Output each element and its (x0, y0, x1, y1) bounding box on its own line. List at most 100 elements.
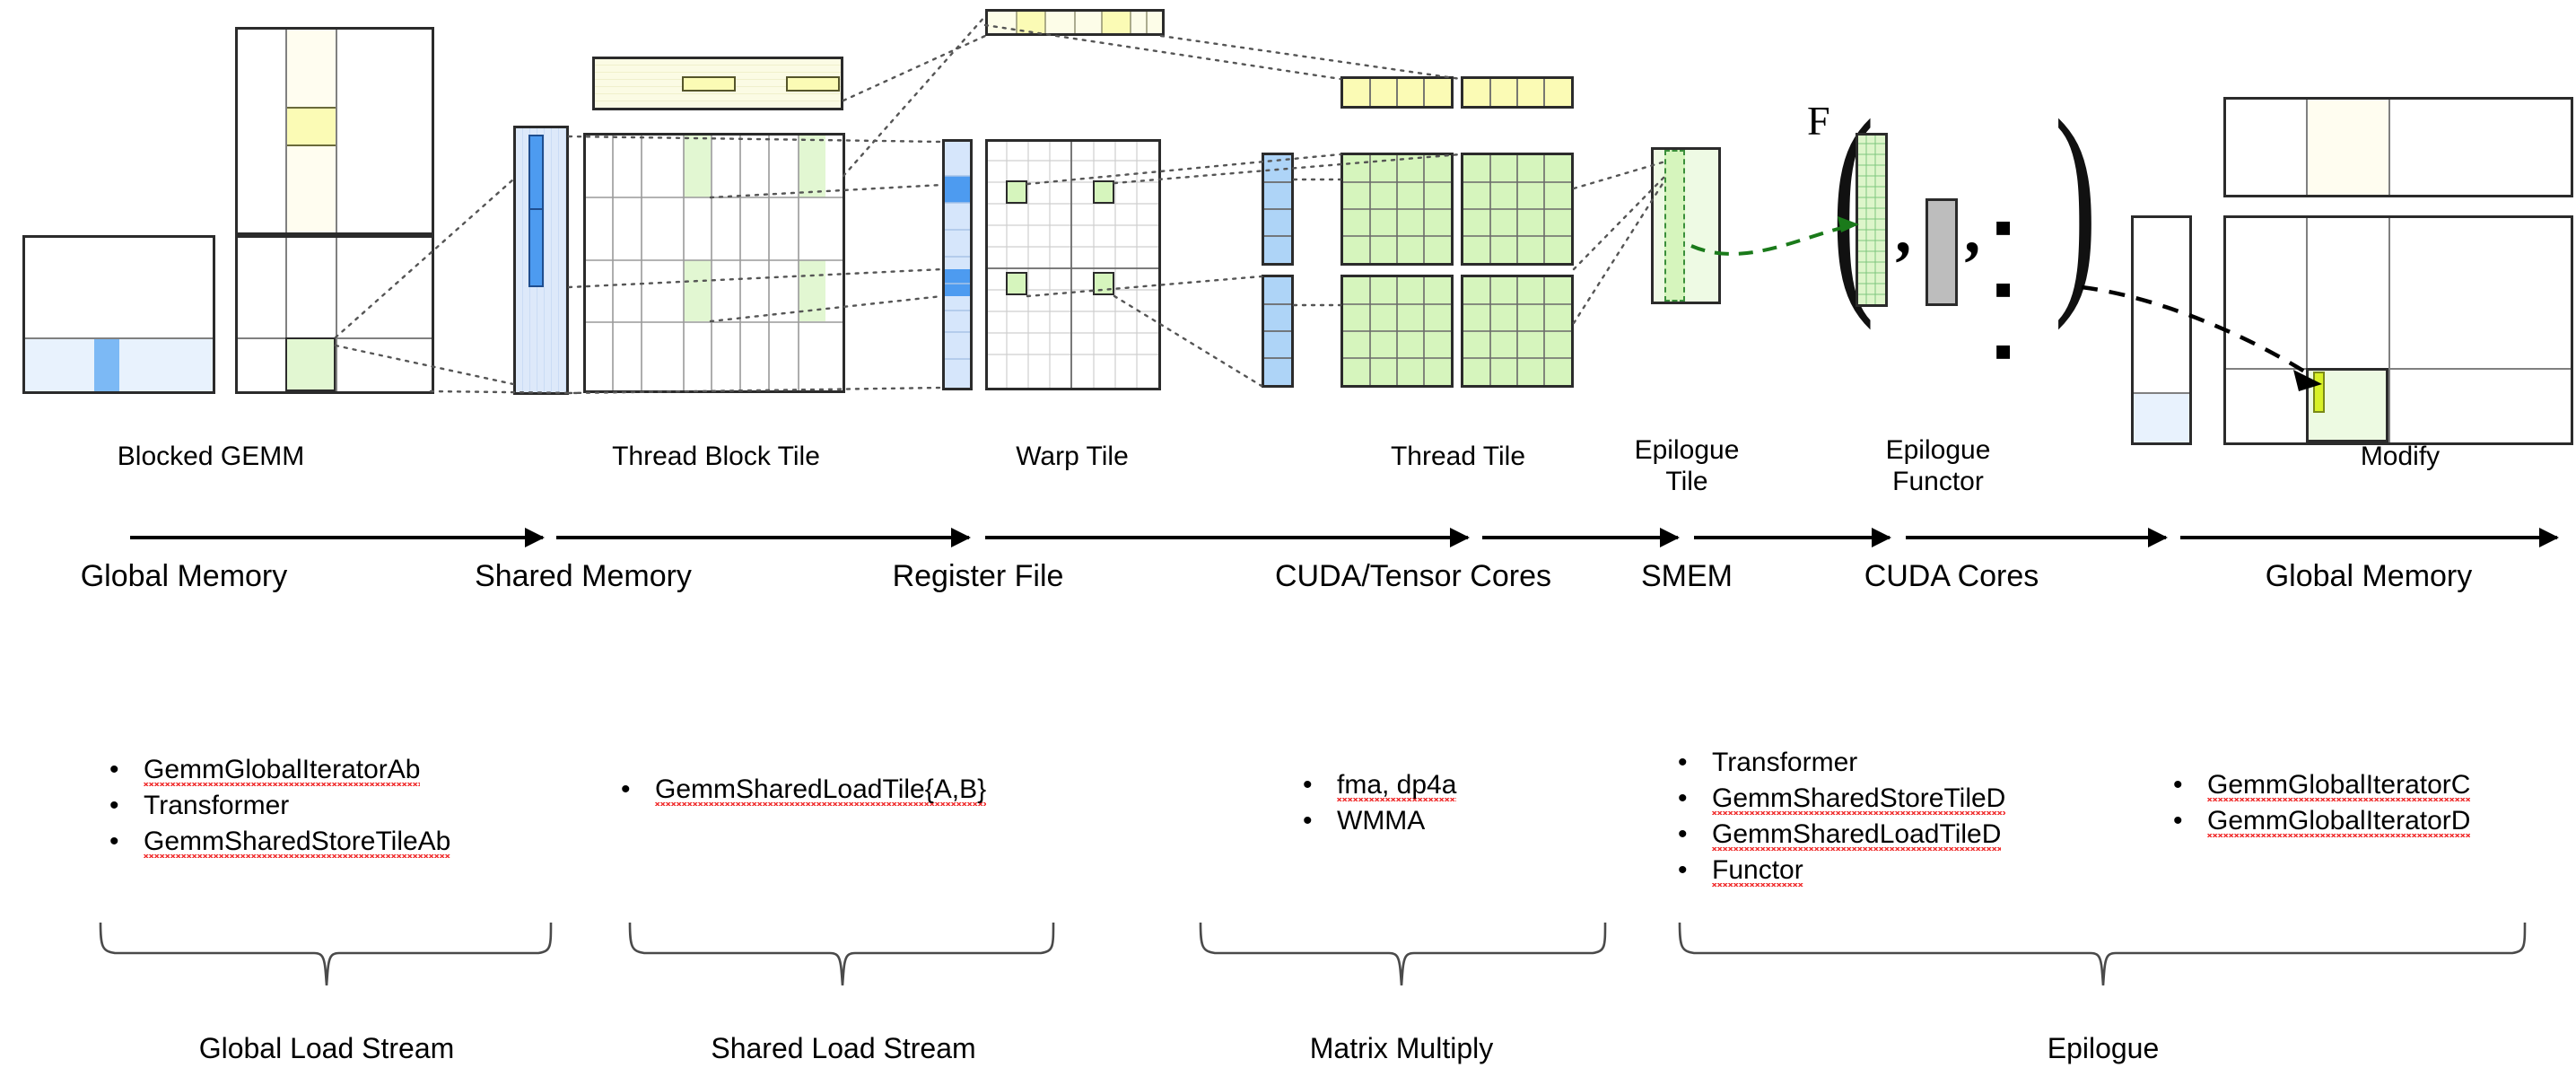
tbt-grid-lines (586, 136, 843, 390)
warp-b-strip-lines (1016, 12, 1148, 33)
warp-thread-tile-4 (1093, 272, 1114, 295)
group-label-global-load-stream: Global Load Stream (198, 1032, 455, 1064)
matrix-a-tile (94, 338, 119, 391)
list-item: GemmGlobalIteratorAb (109, 752, 450, 788)
modify-b-divider-1 (2306, 100, 2308, 195)
warp-thread-tile-3 (1006, 272, 1027, 295)
memory-arrow-4 (1482, 528, 1680, 547)
list-item: GemmGlobalIteratorC (2173, 767, 2471, 803)
matrix-c-tile (285, 337, 336, 391)
memory-arrow-5 (1694, 528, 1891, 547)
modify-b-matrix (2223, 97, 2573, 197)
component-name: GemmGlobalIteratorAb (144, 755, 421, 784)
tbt-b-fragment-left (682, 76, 736, 92)
group-label-shared-load-stream: Shared Load Stream (711, 1032, 976, 1064)
matrix-b-divider-2 (336, 30, 337, 232)
stage-label-warp-tile: Warp Tile (1016, 442, 1129, 471)
grouping-braces (99, 922, 2527, 986)
warp-a-frag-1 (945, 176, 970, 203)
component-list-shared-load-stream: GemmSharedLoadTile{A,B} (621, 772, 987, 808)
component-name: GemmGlobalIteratorD (2207, 805, 2471, 836)
modify-a-divider (2134, 392, 2189, 394)
functor-fragment-grid (1858, 136, 1885, 304)
stage-label-modify: Modify (2360, 442, 2441, 471)
thread-acc-bl-lines (1343, 277, 1451, 385)
list-item: Functor (1678, 853, 2005, 888)
thread-acc-br-lines (1463, 277, 1571, 385)
component-name: GemmSharedLoadTileD (1712, 818, 2002, 849)
memory-arrow-1 (130, 528, 545, 547)
tbt-warp-col-b (799, 136, 825, 197)
functor-accumulator-fragment (1856, 133, 1888, 307)
warp-thread-tile-2 (1093, 180, 1114, 204)
thread-acc-tl-lines (1343, 155, 1451, 263)
functor-comma-1: , (1898, 194, 1915, 267)
epilogue-tile-box (1651, 147, 1721, 304)
warp-a-frag-2 (945, 269, 970, 296)
list-item: GemmSharedLoadTile{A,B} (621, 772, 987, 808)
modify-d-matrix (2223, 215, 2573, 445)
tbt-b-fragment-right (786, 76, 840, 92)
warp-a-strip-lines (945, 175, 970, 360)
memory-arrow-3 (985, 528, 1470, 547)
warp-b-frag-2 (1102, 12, 1131, 33)
memory-label-global-memory-in: Global Memory (80, 559, 288, 593)
modify-d-divider-v1 (2306, 218, 2308, 442)
component-name: WMMA (1337, 805, 1426, 836)
matrix-c-divider-v1 (285, 238, 287, 391)
list-item: GemmGlobalIteratorD (2173, 803, 2471, 839)
component-name: Transformer (144, 790, 290, 820)
stage-label-thread-block-tile: Thread Block Tile (612, 442, 820, 471)
tbt-a-fragment-bottom (528, 208, 544, 287)
thread-a-frag-bottom-lines (1264, 303, 1291, 359)
list-item: GemmSharedStoreTileAb (109, 824, 451, 860)
functor-close-paren: ) (2054, 73, 2098, 331)
matrix-b-divider-1 (285, 30, 287, 232)
thread-acc-tr-lines (1463, 155, 1571, 263)
component-list-global-load-stream: GemmGlobalIteratorAb Transformer GemmSha… (109, 752, 451, 860)
memory-label-smem: SMEM (1641, 559, 1733, 593)
tbt-warp-col-c (684, 260, 711, 321)
functor-comma-2: , (1967, 194, 1984, 267)
component-name: GemmSharedStoreTileAb (144, 826, 451, 856)
connector-lines (334, 14, 2322, 395)
component-name: GemmSharedStoreTileD (1712, 783, 2006, 813)
list-item: fma, dp4a (1303, 767, 1457, 803)
list-item: Transformer (109, 788, 450, 824)
epilogue-tile-column (1664, 150, 1685, 302)
modify-b-divider-2 (2388, 100, 2390, 195)
memory-arrow-6 (1906, 528, 2168, 547)
functor-source-fragment (1925, 198, 1958, 306)
tbt-warp-col-a (684, 136, 711, 197)
list-item: GemmSharedLoadTileD (1678, 817, 2005, 853)
component-list-epilogue: Transformer GemmSharedStoreTileD GemmSha… (1678, 745, 2006, 888)
component-name: GemmSharedLoadTile{A,B} (655, 774, 987, 804)
component-list-matrix-multiply: fma, dp4a WMMA (1303, 767, 1457, 839)
component-name: Functor (1712, 854, 1803, 885)
modify-b-panel (2306, 100, 2388, 195)
memory-label-shared-memory: Shared Memory (475, 559, 692, 593)
component-list-epilogue-global: GemmGlobalIteratorC GemmGlobalIteratorD (2173, 767, 2471, 839)
thread-b-frag-right-lines (1489, 79, 1545, 106)
component-name: Transformer (1712, 748, 1858, 777)
functor-ellipsis: ▪ ▪ ▪ (1994, 197, 2020, 381)
component-name: GemmGlobalIteratorC (2207, 770, 2471, 800)
group-label-matrix-multiply: Matrix Multiply (1309, 1032, 1494, 1064)
list-item: Transformer (1678, 745, 2005, 781)
component-name: fma, dp4a (1337, 770, 1457, 800)
matrix-c-divider-v2 (336, 238, 337, 391)
modify-d-divider-v2 (2388, 218, 2390, 442)
stage-label-thread-tile: Thread Tile (1390, 442, 1526, 471)
memory-label-register-file: Register File (892, 559, 1064, 593)
matrix-a-divider (25, 337, 213, 339)
functor-f-label: F (1807, 98, 1830, 144)
memory-arrow-2 (556, 528, 971, 547)
modify-d-divider-h (2226, 368, 2571, 370)
modify-a-panel (2134, 393, 2189, 442)
thread-a-frag-top-lines (1264, 181, 1291, 237)
stage-label-epilogue-tile: Epilogue Tile (1634, 435, 1740, 496)
memory-label-cuda-cores: CUDA Cores (1864, 559, 2039, 593)
stage-label-blocked-gemm: Blocked GEMM (117, 442, 305, 471)
memory-label-cuda-tensor-cores: CUDA/Tensor Cores (1275, 559, 1551, 593)
group-label-epilogue: Epilogue (2047, 1032, 2160, 1064)
